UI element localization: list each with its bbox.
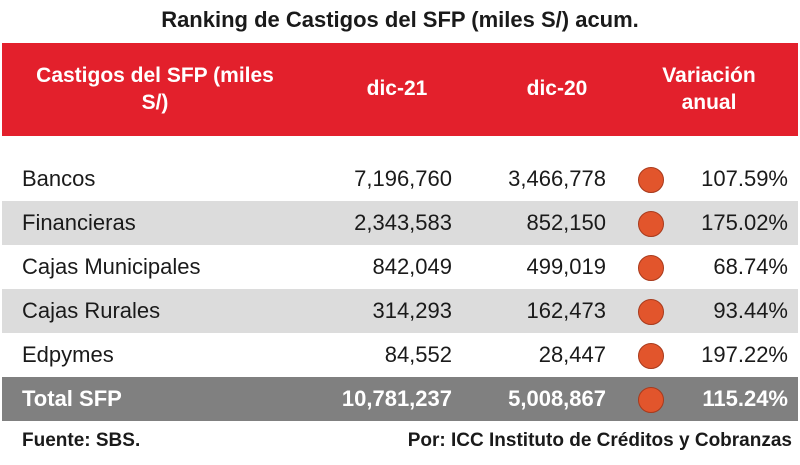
- value-variation: 93.44%: [713, 298, 788, 323]
- value-variation: 175.02%: [701, 210, 788, 235]
- header-category: Castigos del SFP (miles S/): [36, 64, 274, 114]
- source-note: Fuente: SBS.: [22, 430, 141, 451]
- orange-circle-icon: [638, 167, 664, 193]
- header-variation: Variación anual: [662, 64, 756, 114]
- value-variation: 197.22%: [701, 342, 788, 367]
- orange-circle-icon: [638, 343, 664, 369]
- orange-circle-icon: [638, 387, 664, 413]
- table-header: Castigos del SFP (miles S/) dic-21 dic-2…: [2, 43, 798, 136]
- header-dic-20: dic-20: [526, 77, 588, 100]
- value-dic-20: 3,466,778: [508, 166, 606, 191]
- value-dic-20: 162,473: [526, 298, 606, 323]
- table-row: Edpymes 84,552 28,447 197.22%: [2, 333, 798, 377]
- row-label: Edpymes: [22, 342, 114, 367]
- total-label: Total SFP: [22, 386, 122, 411]
- value-variation: 68.74%: [713, 254, 788, 279]
- row-label: Cajas Rurales: [22, 298, 161, 323]
- value-dic-21: 314,293: [372, 298, 452, 323]
- row-label: Bancos: [22, 166, 96, 191]
- orange-circle-icon: [638, 255, 664, 281]
- value-variation: 107.59%: [701, 166, 788, 191]
- credit-note: Por: ICC Instituto de Créditos y Cobranz…: [407, 430, 792, 451]
- table-row: Bancos 7,196,760 3,466,778 107.59%: [2, 157, 798, 201]
- header-dic-21: dic-21: [366, 77, 428, 100]
- value-dic-21: 2,343,583: [354, 210, 452, 235]
- table-row: Financieras 2,343,583 852,150 175.02%: [2, 201, 798, 245]
- orange-circle-icon: [638, 211, 664, 237]
- row-label: Financieras: [22, 210, 136, 235]
- value-dic-20: 852,150: [526, 210, 606, 235]
- total-variation: 115.24%: [702, 386, 788, 411]
- total-dic-21: 10,781,237: [341, 386, 452, 411]
- value-dic-21: 842,049: [372, 254, 452, 279]
- table-row: Cajas Rurales 314,293 162,473 93.44%: [2, 289, 798, 333]
- table-title: Ranking de Castigos del SFP (miles S/) a…: [161, 7, 639, 32]
- row-label: Cajas Municipales: [22, 254, 201, 279]
- total-row: Total SFP 10,781,237 5,008,867 115.24%: [2, 377, 798, 421]
- value-dic-20: 28,447: [538, 342, 606, 367]
- value-dic-20: 499,019: [526, 254, 606, 279]
- table-row: Cajas Municipales 842,049 499,019 68.74%: [2, 245, 798, 289]
- value-dic-21: 7,196,760: [354, 166, 452, 191]
- total-dic-20: 5,008,867: [508, 386, 606, 411]
- orange-circle-icon: [638, 299, 664, 325]
- value-dic-21: 84,552: [384, 342, 452, 367]
